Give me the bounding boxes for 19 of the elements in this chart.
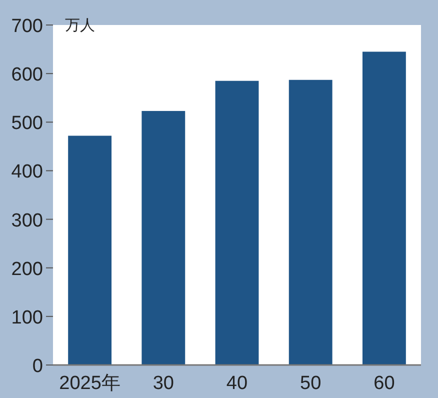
bar <box>215 80 259 365</box>
y-tick-label: 0 <box>32 356 43 377</box>
x-tick-label: 40 <box>226 373 248 394</box>
bar <box>68 136 112 365</box>
x-tick-label: 50 <box>300 373 322 394</box>
y-axis-title: 万人 <box>65 17 95 34</box>
x-tick-label: 60 <box>374 373 395 394</box>
y-tick-label: 100 <box>11 307 43 328</box>
bar <box>142 110 186 365</box>
x-tick-label: 30 <box>152 373 174 394</box>
y-tick-label: 300 <box>11 210 43 232</box>
x-tick-label: 2025年 <box>59 373 120 394</box>
bar <box>362 52 406 365</box>
y-tick-label: 500 <box>11 113 43 134</box>
y-tick-label: 700 <box>11 16 43 37</box>
y-tick-label: 400 <box>11 162 43 183</box>
y-tick-label: 600 <box>11 64 43 86</box>
bar <box>288 80 332 365</box>
y-tick-label: 200 <box>11 258 43 280</box>
